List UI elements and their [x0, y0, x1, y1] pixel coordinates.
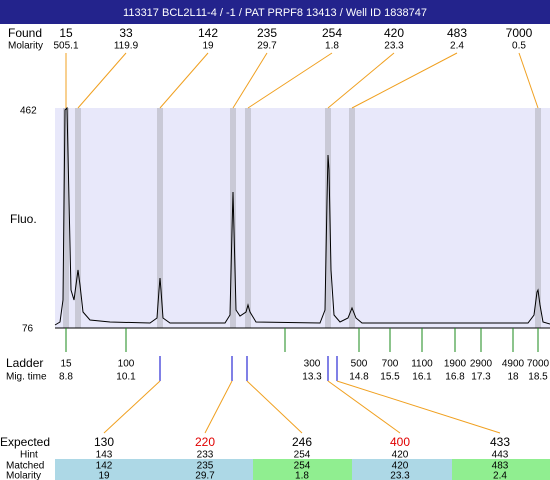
peak-band	[230, 108, 236, 328]
hint-size: 254	[294, 450, 311, 461]
ladder-mig-time: 10.1	[116, 372, 136, 383]
found-size: 15	[59, 26, 73, 40]
found-molarity-label: Molarity	[8, 41, 43, 52]
match-connector	[336, 380, 501, 434]
peak-connector	[77, 52, 127, 109]
ladder-label: Ladder	[6, 356, 43, 370]
found-size: 142	[198, 26, 218, 40]
match-connector	[327, 380, 401, 434]
found-molarity: 19	[202, 41, 214, 52]
hint-size: 143	[96, 450, 113, 461]
peak-connector	[327, 52, 395, 109]
ladder-mig-time: 16.8	[445, 372, 465, 383]
match-cell	[55, 459, 155, 480]
trace	[54, 106, 550, 326]
peak-band	[75, 108, 81, 328]
peak-connector	[232, 52, 268, 109]
ladder-size: 2900	[470, 359, 493, 370]
hint-size: 443	[492, 450, 509, 461]
expected-size: 433	[490, 435, 510, 449]
matched-molarity: 1.8	[295, 471, 309, 480]
peak-band	[157, 108, 163, 328]
hint-size: 420	[392, 450, 409, 461]
expected-size: 246	[292, 435, 312, 449]
peak-band	[63, 108, 69, 328]
ladder-mig-time: 8.8	[59, 372, 73, 383]
hint-label: Hint	[20, 450, 38, 461]
found-label: Found	[8, 26, 42, 40]
found-molarity: 1.8	[325, 41, 339, 52]
molarity-label: Molarity	[6, 471, 41, 480]
ladder-size: 7000	[527, 359, 550, 370]
ladder-mig-time: 18.5	[528, 372, 548, 383]
peak-band	[325, 108, 331, 328]
peak-connector	[351, 52, 458, 109]
ladder-size: 300	[304, 359, 321, 370]
found-molarity: 119.9	[114, 41, 139, 52]
hint-size: 233	[197, 450, 214, 461]
found-molarity: 29.7	[257, 41, 277, 52]
ladder-mig-time: 13.3	[302, 372, 322, 383]
header-bar	[0, 0, 550, 24]
found-molarity: 0.5	[512, 41, 526, 52]
ladder-size: 100	[118, 359, 135, 370]
match-cell	[352, 459, 452, 480]
matched-molarity: 23.3	[390, 471, 410, 480]
expected-size: 400	[390, 435, 410, 449]
y-bottom-label: 76	[22, 324, 34, 335]
matched-size: 235	[197, 461, 214, 472]
found-size: 7000	[506, 26, 533, 40]
match-cell	[253, 459, 352, 480]
match-connector	[204, 380, 233, 434]
found-size: 483	[447, 26, 467, 40]
match-cell	[155, 459, 253, 480]
matched-label: Matched	[6, 461, 44, 472]
y-top-label: 462	[20, 106, 37, 117]
ladder-mig-time: 18	[507, 372, 519, 383]
peak-band	[535, 108, 541, 328]
match-connector	[103, 380, 161, 434]
y-axis-label: Fluo.	[10, 212, 37, 226]
matched-size: 254	[294, 461, 311, 472]
ladder-mig-time: 15.5	[380, 372, 400, 383]
peak-connector	[247, 52, 333, 109]
matched-size: 142	[96, 461, 113, 472]
ladder-mig-time: 16.1	[412, 372, 432, 383]
peak-connector	[159, 52, 209, 109]
peak-band	[245, 108, 251, 328]
found-size: 33	[119, 26, 133, 40]
expected-size: 220	[195, 435, 215, 449]
header-title: 113317 BCL2L11-4 / -1 / PAT PRPF8 13413 …	[123, 7, 427, 19]
peak-connector	[518, 52, 539, 109]
ladder-mig-time: 14.8	[349, 372, 369, 383]
ladder-size: 15	[60, 359, 72, 370]
matched-size: 483	[492, 461, 509, 472]
expected-size: 130	[94, 435, 114, 449]
matched-molarity: 29.7	[195, 471, 215, 480]
peak-band	[349, 108, 355, 328]
ladder-size: 700	[382, 359, 399, 370]
ladder-mig-time: 17.3	[471, 372, 491, 383]
match-cell	[452, 459, 550, 480]
ladder-size: 500	[351, 359, 368, 370]
mig-label: Mig. time	[6, 372, 47, 383]
found-size: 235	[257, 26, 277, 40]
found-size: 254	[322, 26, 342, 40]
matched-size: 420	[392, 461, 409, 472]
found-molarity: 2.4	[450, 41, 464, 52]
matched-molarity: 2.4	[493, 471, 507, 480]
expected-label: Expected	[0, 435, 50, 449]
ladder-size: 1100	[411, 359, 433, 370]
ladder-size: 1900	[444, 359, 467, 370]
matched-molarity: 19	[98, 471, 110, 480]
found-molarity: 23.3	[384, 41, 404, 52]
found-size: 420	[384, 26, 404, 40]
match-connector	[246, 380, 303, 434]
ladder-size: 4900	[502, 359, 525, 370]
found-molarity: 505.1	[53, 41, 78, 52]
plot-area	[55, 108, 550, 328]
